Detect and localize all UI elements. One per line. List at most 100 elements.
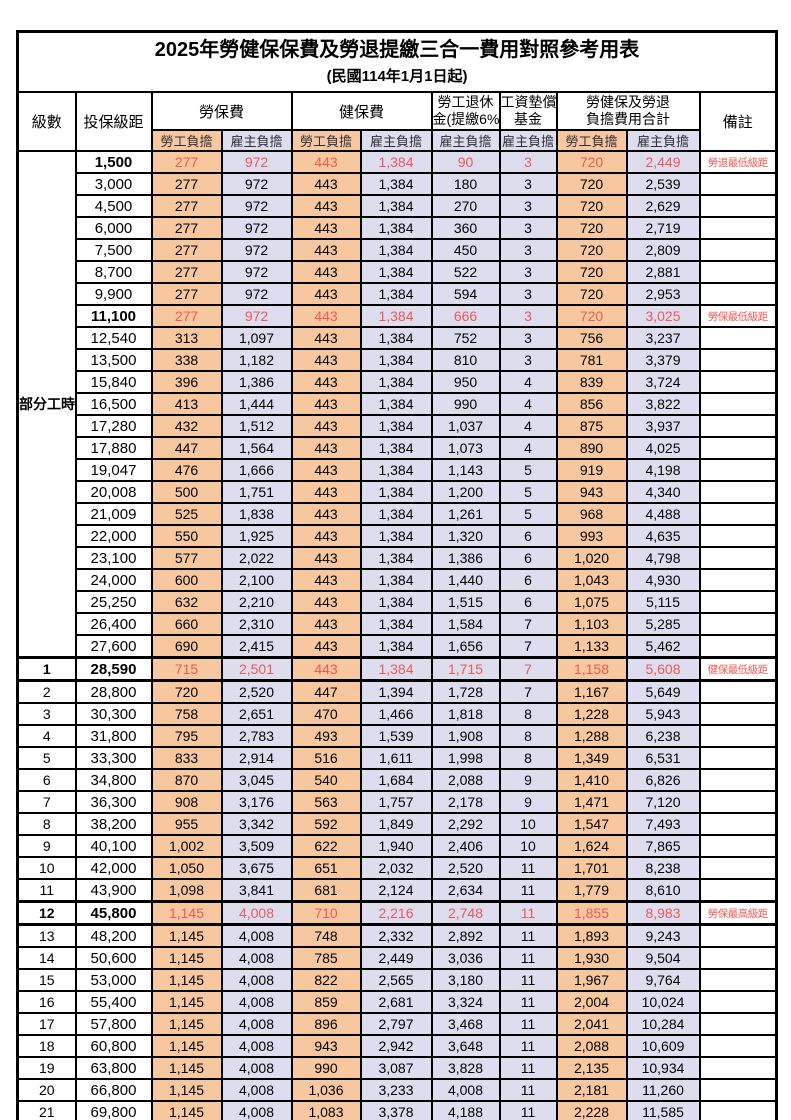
value-cell: 2,178 (430, 790, 501, 814)
value-cell: 972 (220, 260, 293, 284)
bracket-cell: 15,840 (74, 370, 153, 394)
bracket-cell: 23,100 (74, 546, 153, 570)
value-cell: 715 (150, 656, 223, 682)
value-cell: 600 (150, 568, 223, 592)
value-cell: 3,036 (430, 946, 501, 970)
value-cell: 720 (555, 304, 628, 328)
level-cell: 2 (16, 679, 77, 704)
value-cell: 1,684 (359, 768, 433, 792)
value-cell: 1,384 (359, 502, 433, 526)
level-cell: 12 (16, 900, 77, 926)
table-row: 14 50,600 1,145 4,008 785 2,449 3,036 11 1,930 9,… (16, 946, 778, 970)
value-cell: 447 (290, 679, 362, 704)
value-cell: 3 (498, 150, 558, 174)
bracket-cell: 7,500 (74, 238, 153, 262)
page-subtitle: (民國114年1月1日起) (326, 68, 468, 85)
value-cell: 360 (430, 216, 501, 240)
remark-cell: 勞退最低級距 (698, 150, 778, 174)
value-cell: 447 (150, 436, 223, 460)
level-cell: 11 (16, 878, 77, 903)
value-cell: 443 (290, 326, 362, 350)
level-cell: 4 (16, 724, 77, 748)
value-cell: 1,145 (150, 946, 223, 970)
remark-cell (698, 746, 778, 770)
value-cell: 752 (430, 326, 501, 350)
value-cell: 443 (290, 282, 362, 306)
value-cell: 4,488 (625, 502, 701, 526)
value-cell: 720 (555, 172, 628, 196)
bracket-cell: 33,300 (74, 746, 153, 770)
value-cell: 1,145 (150, 1078, 223, 1102)
level-cell: 17 (16, 1012, 77, 1036)
remark-cell (698, 1078, 778, 1102)
level-cell: 5 (16, 746, 77, 770)
remark-cell (698, 1056, 778, 1080)
remark-cell (698, 326, 778, 350)
value-cell: 3,324 (430, 990, 501, 1014)
value-cell: 516 (290, 746, 362, 770)
remark-cell (698, 348, 778, 372)
value-cell: 795 (150, 724, 223, 748)
value-cell: 4,008 (220, 1012, 293, 1036)
value-cell: 11,585 (625, 1100, 701, 1120)
table-row: 7 36,300 908 3,176 563 1,757 2,178 9 1,471 7,120 (16, 790, 778, 814)
table-row: 18 60,800 1,145 4,008 943 2,942 3,648 11 2,088 10… (16, 1034, 778, 1058)
value-cell: 908 (150, 790, 223, 814)
value-cell: 413 (150, 392, 223, 416)
value-cell: 9 (498, 768, 558, 792)
value-cell: 10 (498, 812, 558, 836)
remark-cell (698, 790, 778, 814)
value-cell: 90 (430, 150, 501, 174)
value-cell: 3 (498, 238, 558, 262)
value-cell: 1,036 (290, 1078, 362, 1102)
value-cell: 4,008 (430, 1078, 501, 1102)
remark-cell (698, 1100, 778, 1120)
value-cell: 443 (290, 524, 362, 548)
value-cell: 1,384 (359, 634, 433, 659)
value-cell: 3,841 (220, 878, 293, 903)
value-cell: 1,261 (430, 502, 501, 526)
table-title-block: 2025年勞健保保費及勞退提繳三合一費用對照參考用表 (民國114年1月1日起) (16, 30, 778, 93)
value-cell: 1,083 (290, 1100, 362, 1120)
remark-cell (698, 702, 778, 726)
bracket-cell: 19,047 (74, 458, 153, 482)
value-cell: 972 (220, 238, 293, 262)
value-cell: 522 (430, 260, 501, 284)
table-row: 21 69,800 1,145 4,008 1,083 3,378 4,188 11 2,228… (16, 1100, 778, 1120)
value-cell: 9,504 (625, 946, 701, 970)
value-cell: 470 (290, 702, 362, 726)
value-cell: 720 (555, 216, 628, 240)
value-cell: 11 (498, 1012, 558, 1036)
value-cell: 8,610 (625, 878, 701, 903)
value-cell: 1,384 (359, 590, 433, 614)
value-cell: 277 (150, 172, 223, 196)
value-cell: 1,103 (555, 612, 628, 636)
table-row: 13,500 338 1,182 443 1,384 810 3 781 3,379 (18, 348, 778, 372)
value-cell: 2,022 (220, 546, 293, 570)
bracket-cell: 48,200 (74, 923, 153, 948)
bracket-cell: 22,000 (74, 524, 153, 548)
table-row: 13 48,200 1,145 4,008 748 2,332 2,892 11 1,893 9,… (16, 923, 778, 948)
value-cell: 396 (150, 370, 223, 394)
value-cell: 972 (220, 282, 293, 306)
value-cell: 443 (290, 260, 362, 284)
level-cell: 7 (16, 790, 77, 814)
value-cell: 622 (290, 834, 362, 858)
value-cell: 3 (498, 194, 558, 218)
bracket-cell: 16,500 (74, 392, 153, 416)
remark-cell (698, 923, 778, 948)
value-cell: 277 (150, 304, 223, 328)
value-cell: 2,629 (625, 194, 701, 218)
value-cell: 5 (498, 458, 558, 482)
table-row: 27,600 690 2,415 443 1,384 1,656 7 1,133 5,462 (18, 634, 778, 659)
value-cell: 1,611 (359, 746, 433, 770)
value-cell: 4 (498, 414, 558, 438)
remark-cell (698, 414, 778, 438)
value-cell: 2,520 (220, 679, 293, 704)
value-cell: 2,634 (430, 878, 501, 903)
value-cell: 4,008 (220, 900, 293, 926)
table-row: 21,009 525 1,838 443 1,384 1,261 5 968 4,488 (18, 502, 778, 526)
value-cell: 11 (498, 990, 558, 1014)
value-cell: 432 (150, 414, 223, 438)
value-cell: 1,384 (359, 524, 433, 548)
